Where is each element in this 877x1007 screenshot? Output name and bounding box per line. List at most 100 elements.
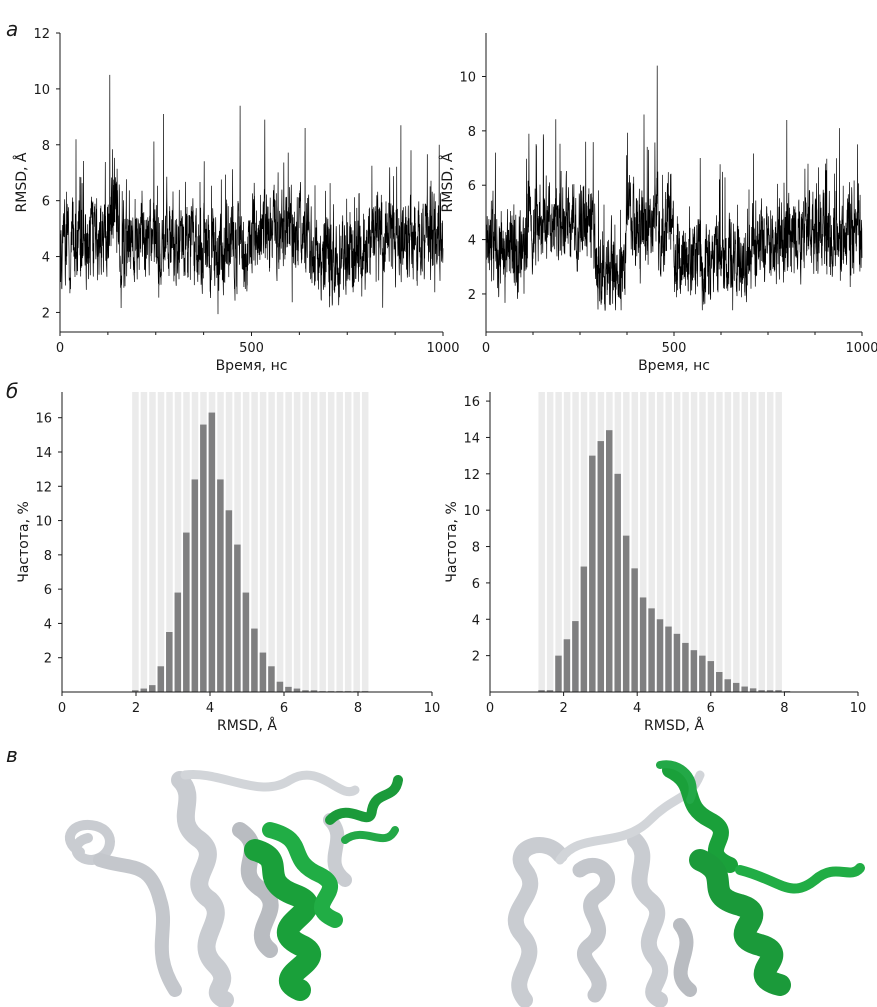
bin-band: [750, 392, 757, 692]
y-tick-label: 10: [463, 504, 480, 519]
histogram-bar: [766, 690, 774, 692]
helix-green-left-4: [341, 826, 399, 844]
panel-letter-a: а: [6, 17, 18, 41]
histogram-bar: [166, 632, 173, 692]
bin-band: [336, 392, 343, 692]
x-tick-label: 6: [707, 701, 715, 716]
histogram-bar: [589, 455, 596, 692]
bin-band: [251, 392, 258, 692]
bin-band: [310, 392, 318, 692]
x-tick-label: 2: [559, 701, 567, 716]
y-tick-label: 2: [42, 306, 50, 321]
histogram-bar: [225, 510, 233, 692]
histogram-bar: [268, 666, 275, 692]
bin-band: [665, 392, 672, 692]
bin-band: [174, 392, 182, 692]
y-tick-label: 6: [472, 577, 480, 592]
protein-structure-right: [507, 760, 865, 1007]
bin-band: [344, 392, 352, 692]
x-tick-label: 1000: [845, 341, 877, 356]
x-tick-label: 8: [354, 701, 362, 716]
histogram-bar: [555, 655, 562, 692]
bin-band: [631, 392, 639, 692]
histogram-bar: [716, 672, 723, 692]
helix-green-right-3: [735, 863, 865, 894]
y-axis-label: Частота, %: [16, 501, 32, 583]
histogram-bar: [606, 430, 613, 692]
x-tick-label: 8: [780, 701, 788, 716]
bin-band: [758, 392, 765, 692]
y-tick-label: 16: [35, 412, 52, 427]
bin-band: [285, 392, 292, 692]
helix-green-left-1: [244, 839, 321, 1001]
y-tick-label: 16: [463, 395, 480, 410]
chart-line-left: 2 4 6 8 10 12 0 500 1000 Время, нс RMSD, Å: [13, 27, 460, 374]
histogram-bar: [191, 479, 199, 692]
histogram-bar: [200, 424, 207, 692]
bin-band: [690, 392, 698, 692]
bin-band: [140, 392, 148, 692]
y-tick-label: 4: [468, 234, 476, 249]
helix-green-right-1: [662, 762, 738, 873]
histogram-bar: [648, 608, 655, 692]
bin-band: [132, 392, 139, 692]
histogram-bar: [673, 633, 681, 692]
helix-grey-left-1: [64, 819, 115, 866]
y-tick-label: 6: [44, 583, 52, 598]
bin-band: [555, 392, 562, 692]
histogram-bar: [622, 535, 630, 692]
x-tick-label: 500: [239, 341, 264, 356]
histogram-bar: [690, 650, 698, 692]
histogram-bar: [251, 628, 258, 692]
bin-band: [546, 392, 554, 692]
histogram-bar: [132, 690, 139, 692]
bin-band: [293, 392, 301, 692]
y-tick-label: 10: [459, 70, 476, 85]
bin-band: [640, 392, 647, 692]
y-tick-label: 10: [35, 515, 52, 530]
y-tick-label: 8: [42, 139, 50, 154]
x-tick-label: 0: [58, 701, 66, 716]
bin-band: [327, 392, 335, 692]
x-tick-label: 10: [850, 701, 867, 716]
histogram-bar: [310, 690, 318, 692]
histogram-bar: [614, 473, 621, 692]
y-axis-label: RMSD, Å: [13, 152, 30, 212]
y-axis-label: RMSD, Å: [439, 152, 456, 212]
y-tick-label: 4: [44, 617, 52, 632]
histogram-bar: [639, 597, 647, 692]
rmsd-trace: [485, 65, 863, 311]
x-tick-label: 10: [424, 701, 441, 716]
y-tick-label: 8: [468, 125, 476, 140]
histogram-bar: [699, 655, 706, 692]
x-axis-label: Время, нс: [638, 358, 710, 374]
histogram-bar: [302, 690, 309, 692]
histogram-bar: [741, 686, 748, 692]
histogram-bar: [563, 639, 571, 692]
histogram-bar: [775, 690, 782, 692]
chart-histogram-left: 2 4 6 8 10 12 14 16 0 2 4 6 8 10 RMSD, Å Частота, %: [16, 392, 440, 734]
histogram-bar: [580, 566, 588, 692]
x-tick-label: 500: [662, 341, 687, 356]
histogram-bar: [217, 479, 224, 692]
helix-green-left-2: [262, 822, 343, 928]
bin-band: [268, 392, 275, 692]
bin-band: [741, 392, 749, 692]
bin-band: [572, 392, 579, 692]
helix-grey-right-5: [673, 918, 697, 997]
histogram-bar: [724, 679, 731, 692]
protein-structure-left: [64, 769, 403, 1007]
x-tick-label: 6: [280, 701, 288, 716]
bin-band: [538, 392, 545, 692]
helix-green-left-3: [325, 775, 403, 825]
helix-grey-right-1: [507, 837, 568, 1007]
bin-band: [716, 392, 723, 692]
histogram-bar: [546, 690, 554, 692]
x-tick-label: 4: [206, 701, 214, 716]
y-tick-label: 14: [35, 446, 52, 461]
histogram-bar: [656, 619, 664, 692]
histogram-bar: [208, 412, 216, 692]
bin-band: [648, 392, 655, 692]
bin-band: [166, 392, 173, 692]
